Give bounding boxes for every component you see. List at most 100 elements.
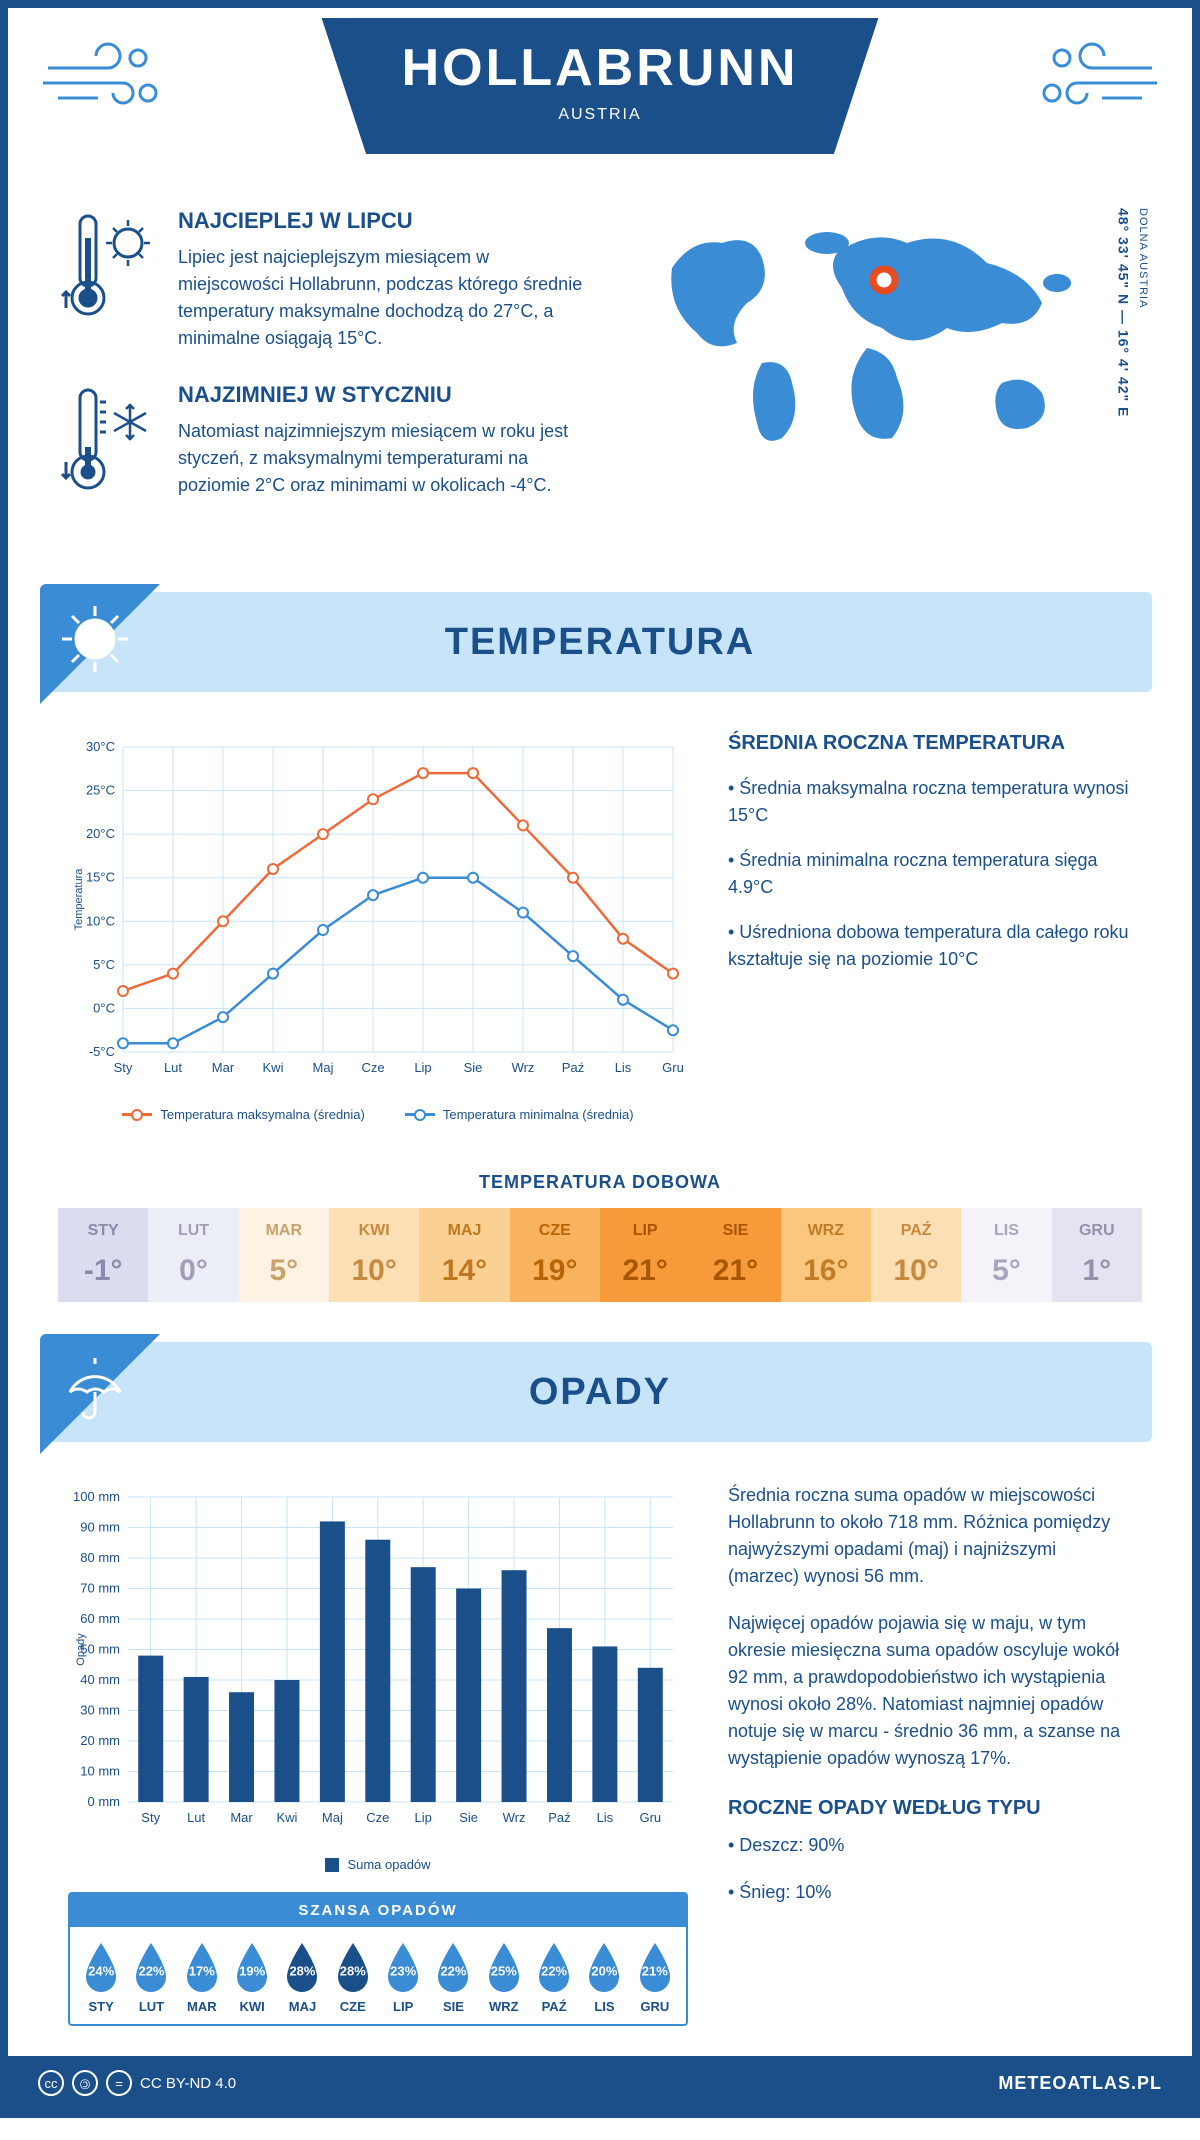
svg-text:20 mm: 20 mm (80, 1733, 120, 1748)
svg-text:5°C: 5°C (93, 957, 115, 972)
lon-label: 16° 4' 42" E (1115, 330, 1131, 418)
daily-cell: LUT0° (148, 1208, 238, 1302)
raindrop-icon: 22% (433, 1941, 473, 1993)
chance-cell: 25% WRZ (481, 1941, 527, 2014)
raindrop-icon: 17% (182, 1941, 222, 1993)
coldest-text: Natomiast najzimniejszym miesiącem w rok… (178, 418, 598, 499)
raindrop-icon: 19% (232, 1941, 272, 1993)
daily-cell: MAJ14° (419, 1208, 509, 1302)
umbrella-icon (60, 1354, 130, 1424)
by-icon: 🄯 (72, 2070, 98, 2096)
raindrop-icon: 25% (484, 1941, 524, 1993)
chance-panel: SZANSA OPADÓW 24% STY 22% LUT 17% MAR 19… (68, 1892, 688, 2026)
svg-text:10 mm: 10 mm (80, 1764, 120, 1779)
country-subtitle: AUSTRIA (402, 106, 799, 124)
svg-text:Lut: Lut (164, 1060, 182, 1075)
hottest-text: Lipiec jest najcieplejszym miesiącem w m… (178, 244, 598, 352)
svg-text:Maj: Maj (313, 1060, 334, 1075)
svg-text:Sty: Sty (114, 1060, 133, 1075)
precip-legend-label: Suma opadów (347, 1857, 430, 1872)
svg-text:Lip: Lip (414, 1060, 431, 1075)
thermometer-sun-icon (58, 208, 158, 328)
page: HOLLABRUNN AUSTRIA (0, 0, 1200, 2118)
annual-temp-title: ŚREDNIA ROCZNA TEMPERATURA (728, 732, 1132, 755)
daily-cell: MAR5° (239, 1208, 329, 1302)
daily-cell: PAŹ10° (871, 1208, 961, 1302)
coldest-title: NAJZIMNIEJ W STYCZNIU (178, 382, 598, 408)
temperature-section-header: TEMPERATURA (48, 592, 1152, 692)
svg-text:Sty: Sty (141, 1810, 160, 1825)
city-title: HOLLABRUNN (402, 38, 799, 98)
temperature-chart: -5°C0°C5°C10°C15°C20°C25°C30°CStyLutMarK… (68, 732, 688, 1122)
svg-text:80 mm: 80 mm (80, 1550, 120, 1565)
chance-cell: 28% CZE (330, 1941, 376, 2014)
raindrop-icon: 22% (131, 1941, 171, 1993)
svg-text:10°C: 10°C (86, 913, 115, 928)
svg-text:25°C: 25°C (86, 783, 115, 798)
chance-cell: 22% PAŹ (531, 1941, 577, 2014)
daily-cell: LIP21° (600, 1208, 690, 1302)
legend-max-label: Temperatura maksymalna (średnia) (160, 1107, 364, 1122)
chance-cell: 24% STY (78, 1941, 124, 2014)
svg-text:Paź: Paź (562, 1060, 584, 1075)
header: HOLLABRUNN AUSTRIA (8, 8, 1192, 188)
daily-cell: SIE21° (690, 1208, 780, 1302)
precip-title: OPADY (529, 1371, 671, 1414)
chance-cell: 28% MAJ (279, 1941, 325, 2014)
svg-text:15°C: 15°C (86, 870, 115, 885)
wind-icon-left (38, 28, 178, 128)
svg-text:Mar: Mar (212, 1060, 235, 1075)
chance-cell: 20% LIS (581, 1941, 627, 2014)
raindrop-icon: 24% (81, 1941, 121, 1993)
svg-text:60 mm: 60 mm (80, 1611, 120, 1626)
svg-text:Maj: Maj (322, 1810, 343, 1825)
svg-text:Paź: Paź (548, 1810, 570, 1825)
world-map-icon (642, 208, 1102, 468)
daily-temp-table: STY-1°LUT0°MAR5°KWI10°MAJ14°CZE19°LIP21°… (58, 1208, 1142, 1302)
daily-temp-title: TEMPERATURA DOBOWA (8, 1172, 1192, 1193)
svg-text:Lis: Lis (615, 1060, 632, 1075)
svg-text:Gru: Gru (639, 1810, 661, 1825)
precip-row: 0 mm10 mm20 mm30 mm40 mm50 mm60 mm70 mm8… (8, 1472, 1192, 2056)
svg-text:-5°C: -5°C (89, 1044, 115, 1059)
daily-cell: KWI10° (329, 1208, 419, 1302)
chance-cell: 23% LIP (380, 1941, 426, 2014)
svg-text:30 mm: 30 mm (80, 1703, 120, 1718)
daily-cell: GRU1° (1052, 1208, 1142, 1302)
svg-text:70 mm: 70 mm (80, 1581, 120, 1596)
precip-type-title: ROCZNE OPADY WEDŁUG TYPU (728, 1797, 1132, 1820)
svg-text:Sie: Sie (464, 1060, 483, 1075)
raindrop-icon: 22% (534, 1941, 574, 1993)
precip-legend: Suma opadów (68, 1857, 688, 1872)
sun-icon (60, 604, 130, 674)
chance-title: SZANSA OPADÓW (70, 1894, 686, 1927)
raindrop-icon: 28% (333, 1941, 373, 1993)
svg-text:Kwi: Kwi (263, 1060, 284, 1075)
raindrop-icon: 23% (383, 1941, 423, 1993)
location-marker-icon (873, 269, 895, 291)
svg-text:0 mm: 0 mm (88, 1794, 121, 1809)
svg-text:30°C: 30°C (86, 739, 115, 754)
daily-cell: STY-1° (58, 1208, 148, 1302)
svg-text:Sie: Sie (459, 1810, 478, 1825)
map-block: DOLNA AUSTRIA 48° 33' 45" N — 16° 4' 42"… (642, 208, 1142, 532)
precip-type-bullet: • Śnieg: 10% (728, 1879, 1132, 1906)
legend-min-label: Temperatura minimalna (średnia) (443, 1107, 634, 1122)
svg-text:40 mm: 40 mm (80, 1672, 120, 1687)
footer-brand: METEOATLAS.PL (998, 2073, 1162, 2094)
raindrop-icon: 20% (584, 1941, 624, 1993)
chance-cell: 22% SIE (430, 1941, 476, 2014)
region-label: DOLNA AUSTRIA (1137, 208, 1149, 308)
header-banner: HOLLABRUNN AUSTRIA (322, 18, 879, 154)
daily-cell: CZE19° (510, 1208, 600, 1302)
license-block: cc 🄯 = CC BY-ND 4.0 (38, 2070, 236, 2096)
svg-text:Wrz: Wrz (503, 1810, 526, 1825)
svg-text:Wrz: Wrz (512, 1060, 535, 1075)
svg-text:0°C: 0°C (93, 1000, 115, 1015)
thermometer-snow-icon (58, 382, 158, 502)
temp-bullet: • Średnia maksymalna roczna temperatura … (728, 775, 1132, 829)
wind-icon-right (1022, 28, 1162, 128)
raindrop-icon: 28% (282, 1941, 322, 1993)
footer: cc 🄯 = CC BY-ND 4.0 METEOATLAS.PL (8, 2056, 1192, 2110)
temperature-side-text: ŚREDNIA ROCZNA TEMPERATURA • Średnia mak… (728, 732, 1132, 1122)
